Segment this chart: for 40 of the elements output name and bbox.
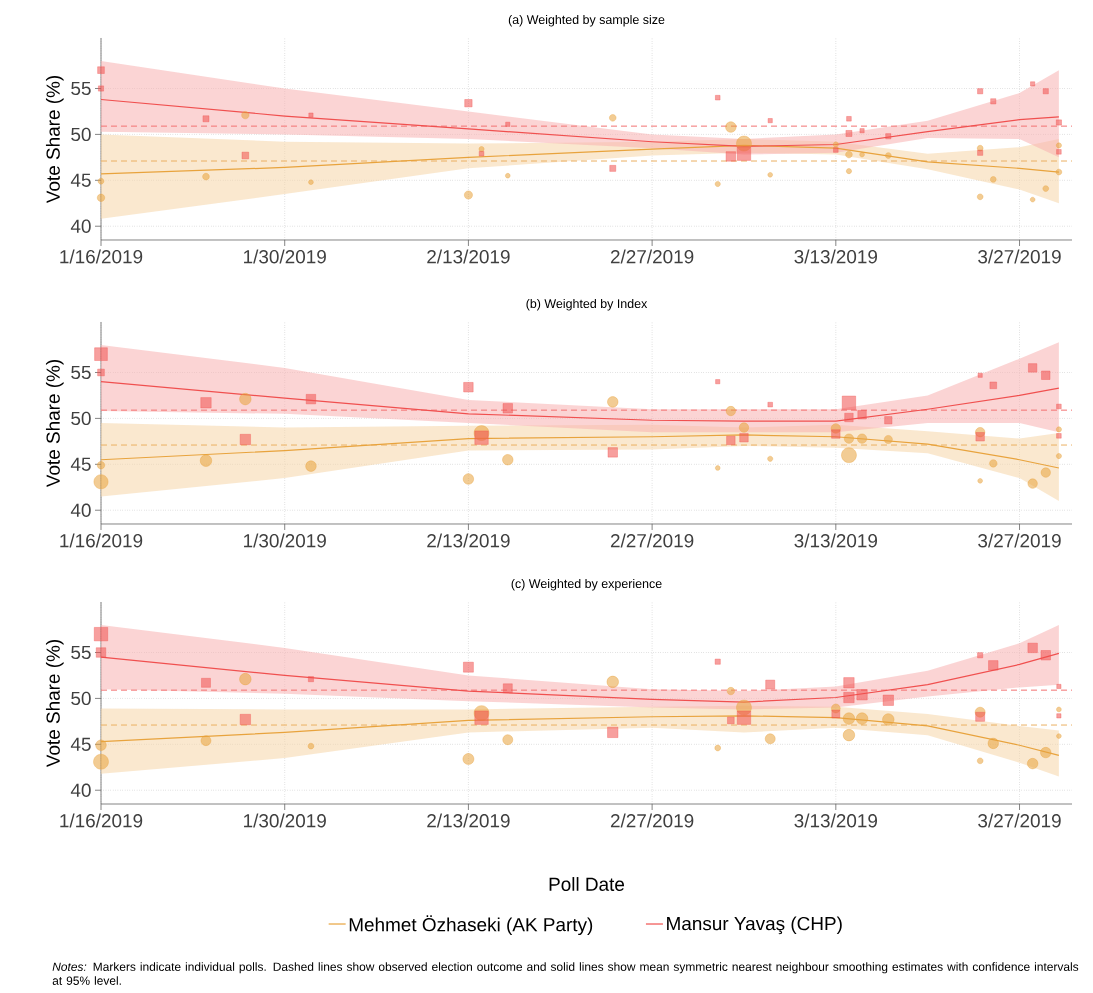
x-tick-label: 3/13/2019 bbox=[794, 533, 878, 548]
y-tick-label: 50 bbox=[71, 411, 91, 426]
x-tick-label: 2/13/2019 bbox=[427, 533, 510, 548]
y-tick-label: 50 bbox=[71, 691, 91, 706]
y-tick-label: 45 bbox=[70, 173, 91, 187]
chart-title: (a) Weighted by sample size bbox=[508, 14, 665, 27]
x-tick-label: 1/30/2019 bbox=[244, 813, 326, 828]
text: Notes: Markers indicate individual polls. Dashed lines show observed election outcome and solid lines show mean symmetric nearest neighbour smoothing estimates with confidence intervals at 95% level. bbox=[52, 962, 1079, 985]
chart-title: (c) Weighted by experience bbox=[511, 578, 662, 591]
x-tick-label: 3/27/2019 bbox=[978, 249, 1061, 264]
y-axis-title: Vote Share (%) bbox=[45, 76, 64, 204]
y-axis-title: Vote Share (%) bbox=[45, 640, 64, 768]
x-tick-label: 1/30/2019 bbox=[244, 533, 326, 548]
legend-label: Mansur Yavaş (CHP) bbox=[667, 916, 842, 935]
x-tick-label: 3/13/2019 bbox=[794, 813, 878, 828]
y-tick-label: 45 bbox=[70, 737, 91, 751]
x-tick-label: 3/27/2019 bbox=[978, 813, 1061, 828]
x-tick-label: 3/13/2019 bbox=[794, 249, 878, 264]
x-axis-title: Poll Date bbox=[549, 877, 625, 891]
y-tick-label: 40 bbox=[70, 783, 91, 797]
y-axis-title: Vote Share (%) bbox=[45, 360, 64, 488]
y-tick-label: 40 bbox=[70, 219, 91, 233]
legend-label: Mehmet Özhaseki (AK Party) bbox=[349, 915, 593, 936]
y-tick-label: 55 bbox=[71, 365, 91, 380]
x-tick-label: 3/27/2019 bbox=[978, 533, 1061, 548]
x-tick-label: 2/27/2019 bbox=[610, 813, 694, 828]
x-tick-label: 2/13/2019 bbox=[427, 813, 510, 828]
y-tick-label: 45 bbox=[70, 457, 91, 471]
x-tick-label: 1/30/2019 bbox=[244, 249, 326, 264]
x-tick-label: 2/27/2019 bbox=[610, 533, 694, 548]
x-tick-label: 2/13/2019 bbox=[427, 249, 510, 264]
x-tick-label: 1/16/2019 bbox=[60, 813, 143, 828]
y-tick-label: 55 bbox=[71, 81, 91, 96]
x-tick-label: 2/27/2019 bbox=[610, 249, 694, 264]
y-tick-label: 40 bbox=[70, 503, 91, 517]
y-tick-label: 55 bbox=[71, 645, 91, 660]
y-tick-label: 50 bbox=[71, 127, 91, 142]
x-tick-label: 1/16/2019 bbox=[60, 533, 143, 548]
chart-title: (b) Weighted by Index bbox=[526, 298, 648, 311]
x-tick-label: 1/16/2019 bbox=[60, 249, 143, 264]
